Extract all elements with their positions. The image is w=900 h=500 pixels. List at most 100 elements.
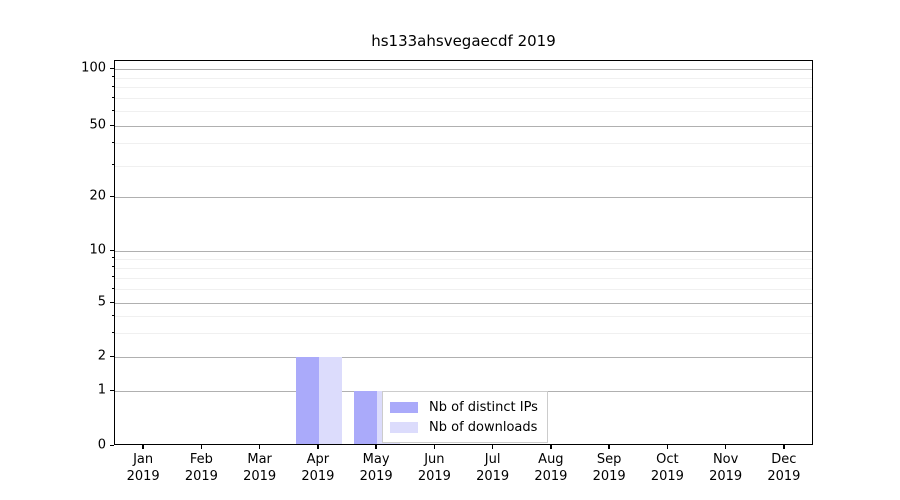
bar xyxy=(318,357,342,444)
x-tick-label: Feb 2019 xyxy=(156,451,246,485)
x-tick-mark xyxy=(258,445,261,449)
legend-swatch xyxy=(390,401,418,413)
x-tick-mark xyxy=(317,445,319,449)
gridline-minor xyxy=(115,333,812,335)
gridline-minor xyxy=(115,165,812,167)
x-tick-mark xyxy=(783,445,785,449)
legend-item[interactable]: Nb of distinct IPs xyxy=(390,397,538,417)
y-tick-mark xyxy=(110,195,114,197)
y-tick-mark-minor xyxy=(111,266,114,268)
x-tick-label-year: 2019 xyxy=(767,469,801,484)
bar xyxy=(296,357,319,444)
y-tick-label: 100 xyxy=(81,60,106,76)
y-tick-mark-minor xyxy=(111,141,114,143)
legend-swatch xyxy=(390,421,418,433)
x-tick-label-month: Jun xyxy=(424,452,445,467)
y-tick-mark xyxy=(110,444,114,446)
gridline-minor xyxy=(115,77,812,79)
x-tick-label-month: Feb xyxy=(189,452,213,467)
y-tick-mark-minor xyxy=(111,85,114,87)
x-tick-label: Jun 2019 xyxy=(389,451,479,485)
x-tick-mark xyxy=(200,445,203,449)
x-tick-label-month: Mar xyxy=(247,452,272,467)
x-tick-mark xyxy=(491,445,494,449)
x-tick-mark xyxy=(724,445,727,449)
y-tick-label: 0 xyxy=(97,437,106,453)
x-tick-label-year: 2019 xyxy=(301,469,335,484)
gridline-major xyxy=(115,126,812,127)
gridline-minor xyxy=(115,111,812,112)
y-tick-label: 5 xyxy=(97,294,106,310)
x-tick-label: Nov 2019 xyxy=(681,451,771,485)
x-tick-label-month: Apr xyxy=(306,452,330,467)
x-tick-mark xyxy=(550,445,552,449)
legend-item[interactable]: Nb of downloads xyxy=(390,417,538,437)
y-tick-mark-minor xyxy=(111,276,114,278)
x-tick-label-year: 2019 xyxy=(126,469,160,484)
y-tick-label: 10 xyxy=(89,242,106,258)
x-tick-label: Aug 2019 xyxy=(506,451,596,485)
y-tick-mark-minor xyxy=(111,109,114,111)
x-tick-label-year: 2019 xyxy=(709,469,743,484)
x-tick-mark xyxy=(433,445,436,449)
y-tick-mark xyxy=(110,249,114,251)
y-tick-mark-minor xyxy=(111,331,114,333)
x-tick-label-year: 2019 xyxy=(184,469,218,484)
x-tick-label: Jan 2019 xyxy=(98,451,188,485)
gridline-minor xyxy=(115,143,812,145)
x-tick-label-year: 2019 xyxy=(476,469,510,484)
x-tick-label-year: 2019 xyxy=(534,469,568,484)
gridline-minor xyxy=(115,277,812,279)
y-tick-label: 1 xyxy=(97,382,106,398)
x-tick-label: Apr 2019 xyxy=(273,451,363,485)
y-tick-mark-minor xyxy=(111,96,114,98)
x-tick-label-month: Jan xyxy=(133,452,154,467)
y-tick-mark xyxy=(110,124,114,126)
chart-title: hs133ahsvegaecdf 2019 xyxy=(371,32,556,50)
gridline-major xyxy=(115,69,812,70)
y-tick-mark xyxy=(110,355,114,357)
y-tick-mark-minor xyxy=(111,164,114,166)
x-tick-mark xyxy=(375,445,377,449)
gridline-minor xyxy=(115,98,812,100)
x-tick-label-year: 2019 xyxy=(417,469,451,484)
x-tick-label-year: 2019 xyxy=(359,469,393,484)
chart-legend[interactable]: Nb of distinct IPs Nb of downloads xyxy=(382,391,548,443)
legend-label: Nb of distinct IPs xyxy=(429,399,538,415)
x-tick-label-month: Nov xyxy=(712,452,739,467)
x-tick-label-month: May xyxy=(362,452,390,467)
gridline-major xyxy=(115,303,812,304)
gridline-major xyxy=(115,197,812,198)
x-tick-label: Oct 2019 xyxy=(622,451,712,485)
x-tick-label-year: 2019 xyxy=(592,469,626,484)
x-tick-label-month: Aug xyxy=(538,452,564,467)
x-tick-label: Dec 2019 xyxy=(739,451,829,485)
y-axis-tick-marks xyxy=(0,60,114,446)
y-tick-mark xyxy=(110,301,114,303)
gridline-minor xyxy=(115,289,812,291)
y-axis-tick-labels: 0 1 2 5 10 20 50 100 xyxy=(0,60,106,453)
x-tick-mark xyxy=(608,445,610,449)
x-tick-label: Mar 2019 xyxy=(215,451,305,485)
x-tick-label-month: Dec xyxy=(771,452,797,467)
legend-label: Nb of downloads xyxy=(429,419,538,435)
y-tick-mark-minor xyxy=(111,257,114,259)
gridline-major xyxy=(115,251,812,252)
gridline-major xyxy=(115,357,812,358)
y-tick-mark-minor xyxy=(111,76,114,78)
bar xyxy=(354,391,378,444)
gridline-minor xyxy=(115,267,812,269)
gridline-minor xyxy=(115,258,812,260)
y-tick-label: 20 xyxy=(89,188,106,204)
y-tick-mark xyxy=(110,389,114,391)
x-tick-label: May 2019 xyxy=(331,451,421,485)
x-tick-label: Sep 2019 xyxy=(564,451,654,485)
x-tick-label-year: 2019 xyxy=(650,469,684,484)
gridline-minor xyxy=(115,316,812,318)
x-tick-label: Jul 2019 xyxy=(448,451,538,485)
x-tick-label-month: Oct xyxy=(656,452,679,467)
x-tick-label-month: Sep xyxy=(596,452,622,467)
x-tick-mark xyxy=(666,445,669,449)
y-tick-mark-minor xyxy=(111,287,114,289)
